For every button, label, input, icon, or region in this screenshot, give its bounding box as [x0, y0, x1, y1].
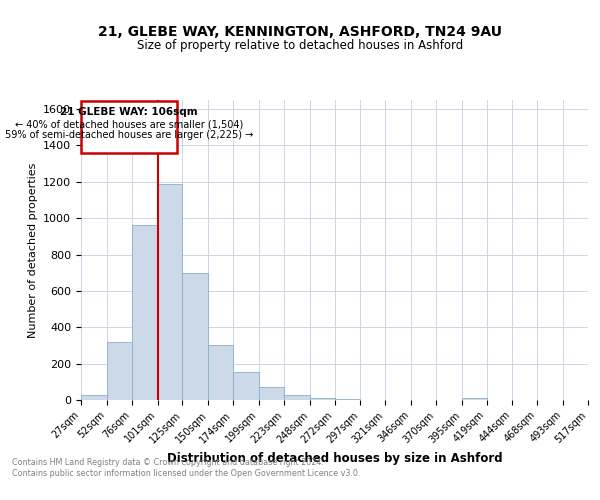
Text: Size of property relative to detached houses in Ashford: Size of property relative to detached ho… — [137, 38, 463, 52]
X-axis label: Distribution of detached houses by size in Ashford: Distribution of detached houses by size … — [167, 452, 502, 464]
Text: Contains HM Land Registry data © Crown copyright and database right 2024.: Contains HM Land Registry data © Crown c… — [12, 458, 324, 467]
Y-axis label: Number of detached properties: Number of detached properties — [28, 162, 38, 338]
Bar — [335, 399, 361, 400]
Bar — [158, 184, 182, 400]
Text: 21 GLEBE WAY: 106sqm: 21 GLEBE WAY: 106sqm — [61, 108, 198, 118]
Bar — [233, 372, 259, 400]
Text: ← 40% of detached houses are smaller (1,504): ← 40% of detached houses are smaller (1,… — [15, 119, 243, 129]
Bar — [81, 396, 107, 400]
Bar — [259, 388, 284, 400]
Bar — [208, 346, 233, 400]
Bar — [284, 394, 310, 400]
Bar — [462, 398, 487, 400]
Text: Contains public sector information licensed under the Open Government Licence v3: Contains public sector information licen… — [12, 470, 361, 478]
Bar — [107, 342, 132, 400]
FancyBboxPatch shape — [81, 101, 177, 152]
Bar — [182, 272, 208, 400]
Bar — [132, 226, 158, 400]
Text: 21, GLEBE WAY, KENNINGTON, ASHFORD, TN24 9AU: 21, GLEBE WAY, KENNINGTON, ASHFORD, TN24… — [98, 26, 502, 40]
Bar — [310, 398, 335, 400]
Text: 59% of semi-detached houses are larger (2,225) →: 59% of semi-detached houses are larger (… — [5, 130, 253, 140]
